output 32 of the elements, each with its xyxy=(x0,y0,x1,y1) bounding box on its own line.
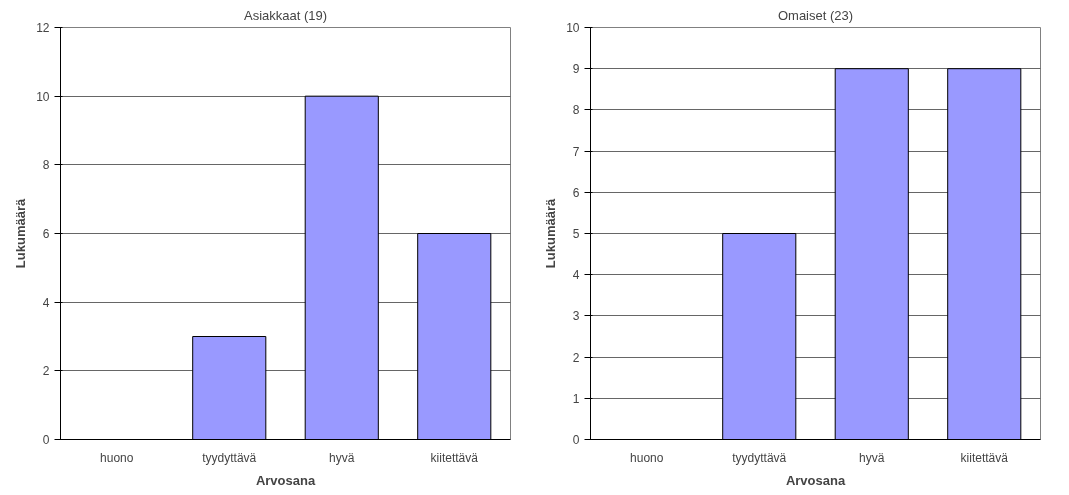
y-tick-label: 10 xyxy=(36,89,50,104)
chart-title: Asiakkaat (19) xyxy=(243,7,328,23)
y-tick-label: 0 xyxy=(572,433,580,447)
y-tick-label: 4 xyxy=(42,295,50,310)
x-tick-label: kiitettävä xyxy=(430,450,479,465)
x-tick-label: huono xyxy=(100,450,134,465)
y-tick-label: 8 xyxy=(42,158,50,173)
y-tick-label: 2 xyxy=(572,350,580,365)
y-tick-label: 8 xyxy=(572,103,580,118)
x-axis-title: Arvosana xyxy=(255,472,316,488)
y-tick-label: 2 xyxy=(42,364,50,379)
y-tick-label: 12 xyxy=(36,21,50,35)
x-tick-label: tyydyttävä xyxy=(732,450,787,465)
y-tick-label: 4 xyxy=(572,268,580,283)
y-axis-title: Lukumäärä xyxy=(13,198,29,269)
x-tick-label: kiitettävä xyxy=(960,450,1009,465)
x-tick-label: tyydyttävä xyxy=(202,450,257,465)
y-axis-title: Lukumäärä xyxy=(543,198,559,269)
x-tick-label: huono xyxy=(630,450,664,465)
y-tick-label: 6 xyxy=(572,185,580,200)
y-tick-label: 0 xyxy=(42,433,50,447)
chart-title: Omaiset (23) xyxy=(777,7,854,23)
y-tick-label: 9 xyxy=(572,62,580,77)
y-tick-label: 6 xyxy=(42,227,50,241)
x-tick-label: hyvä xyxy=(859,450,885,465)
y-tick-label: 10 xyxy=(566,21,580,35)
y-tick-label: 3 xyxy=(572,309,580,324)
x-axis-title: Arvosana xyxy=(785,472,846,488)
y-tick-label: 1 xyxy=(572,391,580,406)
x-tick-label: hyvä xyxy=(329,450,355,465)
y-tick-label: 7 xyxy=(572,144,580,159)
y-tick-label: 5 xyxy=(572,227,580,241)
